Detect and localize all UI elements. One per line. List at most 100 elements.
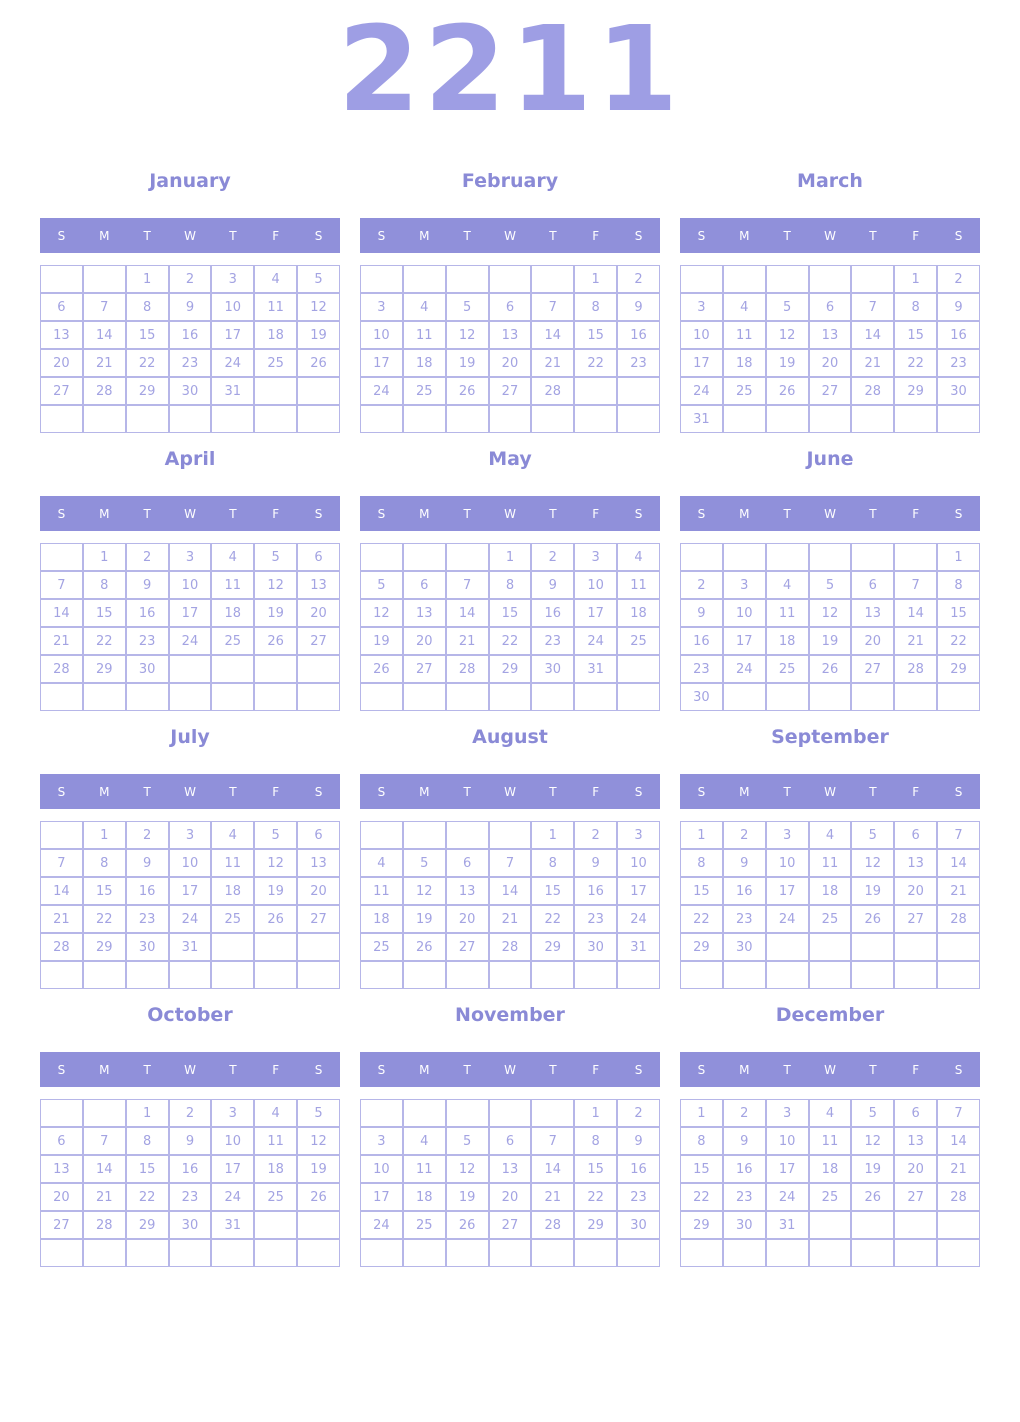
weekday-label: W xyxy=(504,228,516,243)
weekday-label: S xyxy=(697,784,706,799)
day-cell: 18 xyxy=(765,627,809,655)
day-cell: 26 xyxy=(851,905,895,933)
weekday-label: W xyxy=(184,228,196,243)
empty-day-cell xyxy=(531,1099,575,1127)
weekday-label: T xyxy=(229,1062,237,1077)
empty-day-cell xyxy=(211,961,255,989)
week-row: 8 9 10 11 12 13 14 xyxy=(680,849,980,877)
day-cell: 28 xyxy=(445,655,489,683)
week-row: 18 19 20 21 22 23 24 xyxy=(360,905,660,933)
empty-day-cell xyxy=(531,405,575,433)
day-cell: 1 xyxy=(680,821,723,849)
empty-day-cell xyxy=(40,1099,83,1127)
day-cell: 6 xyxy=(488,1127,532,1155)
day-cell: 11 xyxy=(722,321,766,349)
day-cell: 14 xyxy=(937,1127,980,1155)
empty-day-cell xyxy=(808,683,852,711)
day-cell: 6 xyxy=(894,821,938,849)
day-cell: 13 xyxy=(40,1155,83,1183)
day-cell: 4 xyxy=(402,293,446,321)
day-cell: 4 xyxy=(722,293,766,321)
week-row xyxy=(40,683,340,711)
month-day-grid: 1 2 3 4 5 6 7 8 9 10 11 12 13 14 15 16 17 18 19 20 21 22 23 24 2… xyxy=(40,543,340,711)
weekday-label: S xyxy=(954,506,963,521)
day-cell: 31 xyxy=(211,377,255,405)
day-cell: 20 xyxy=(488,1183,532,1211)
day-cell: 10 xyxy=(722,599,766,627)
empty-day-cell xyxy=(254,683,298,711)
day-cell: 25 xyxy=(808,905,852,933)
day-cell: 15 xyxy=(125,321,169,349)
day-cell: 28 xyxy=(40,933,83,961)
day-cell: 11 xyxy=(254,1127,298,1155)
week-row: 7 8 9 10 11 12 13 xyxy=(40,571,340,599)
day-cell: 13 xyxy=(488,321,532,349)
day-cell: 14 xyxy=(40,877,83,905)
empty-day-cell xyxy=(297,1239,340,1267)
day-cell: 28 xyxy=(82,1211,126,1239)
day-cell: 7 xyxy=(937,1099,980,1127)
weekday-label: F xyxy=(592,784,600,799)
weekday-label: T xyxy=(229,228,237,243)
day-cell: 28 xyxy=(851,377,895,405)
empty-day-cell xyxy=(445,1239,489,1267)
month-day-grid-body: 1 2 3 4 5 6 7 8 9 10 11 12 13 14 15 16 17 18 19 20 21 22 23 24 2… xyxy=(680,265,980,433)
day-cell: 22 xyxy=(125,349,169,377)
empty-day-cell xyxy=(211,1239,255,1267)
day-cell: 30 xyxy=(617,1211,660,1239)
day-cell: 5 xyxy=(360,571,403,599)
empty-day-cell xyxy=(894,933,938,961)
empty-day-cell xyxy=(488,961,532,989)
day-cell: 4 xyxy=(808,1099,852,1127)
month-day-grid: 1 2 3 4 5 6 7 8 9 10 11 12 13 14 15 16 17 18 19 20 21 22 23 24 2… xyxy=(360,543,660,711)
week-row: 11 12 13 14 15 16 17 xyxy=(360,877,660,905)
day-cell: 19 xyxy=(765,349,809,377)
day-cell: 23 xyxy=(617,1183,660,1211)
day-cell: 9 xyxy=(680,599,723,627)
empty-day-cell xyxy=(851,683,895,711)
day-cell: 17 xyxy=(574,599,618,627)
day-cell: 30 xyxy=(722,933,766,961)
empty-day-cell xyxy=(617,683,660,711)
day-cell: 4 xyxy=(808,821,852,849)
week-row: 31 xyxy=(680,405,980,433)
empty-day-cell xyxy=(808,1211,852,1239)
empty-day-cell xyxy=(40,405,83,433)
weekday-label: F xyxy=(912,784,920,799)
empty-day-cell xyxy=(765,543,809,571)
day-cell: 28 xyxy=(488,933,532,961)
day-cell: 26 xyxy=(445,1211,489,1239)
empty-day-cell xyxy=(297,1211,340,1239)
weekday-label: T xyxy=(783,506,791,521)
week-row xyxy=(680,961,980,989)
weekday-label: S xyxy=(634,784,643,799)
month-day-grid: 1 2 3 4 5 6 7 8 9 10 11 12 13 14 15 16 17 18 19 20 21 22 23 24 2… xyxy=(680,543,980,711)
week-row: 17 18 19 20 21 22 23 xyxy=(360,1183,660,1211)
weekday-label: F xyxy=(592,228,600,243)
day-cell: 27 xyxy=(488,377,532,405)
day-cell: 9 xyxy=(168,1127,212,1155)
empty-day-cell xyxy=(40,683,83,711)
empty-day-cell xyxy=(617,405,660,433)
day-cell: 7 xyxy=(82,1127,126,1155)
empty-day-cell xyxy=(937,683,980,711)
day-cell: 15 xyxy=(937,599,980,627)
day-cell: 18 xyxy=(808,1155,852,1183)
day-cell: 12 xyxy=(851,849,895,877)
empty-day-cell xyxy=(808,405,852,433)
empty-day-cell xyxy=(722,405,766,433)
empty-day-cell xyxy=(211,683,255,711)
week-row xyxy=(40,405,340,433)
day-cell: 15 xyxy=(680,1155,723,1183)
day-cell: 6 xyxy=(297,821,340,849)
day-cell: 9 xyxy=(617,1127,660,1155)
week-row: 16 17 18 19 20 21 22 xyxy=(680,627,980,655)
day-cell: 21 xyxy=(531,1183,575,1211)
weekday-label: T xyxy=(869,1062,877,1077)
